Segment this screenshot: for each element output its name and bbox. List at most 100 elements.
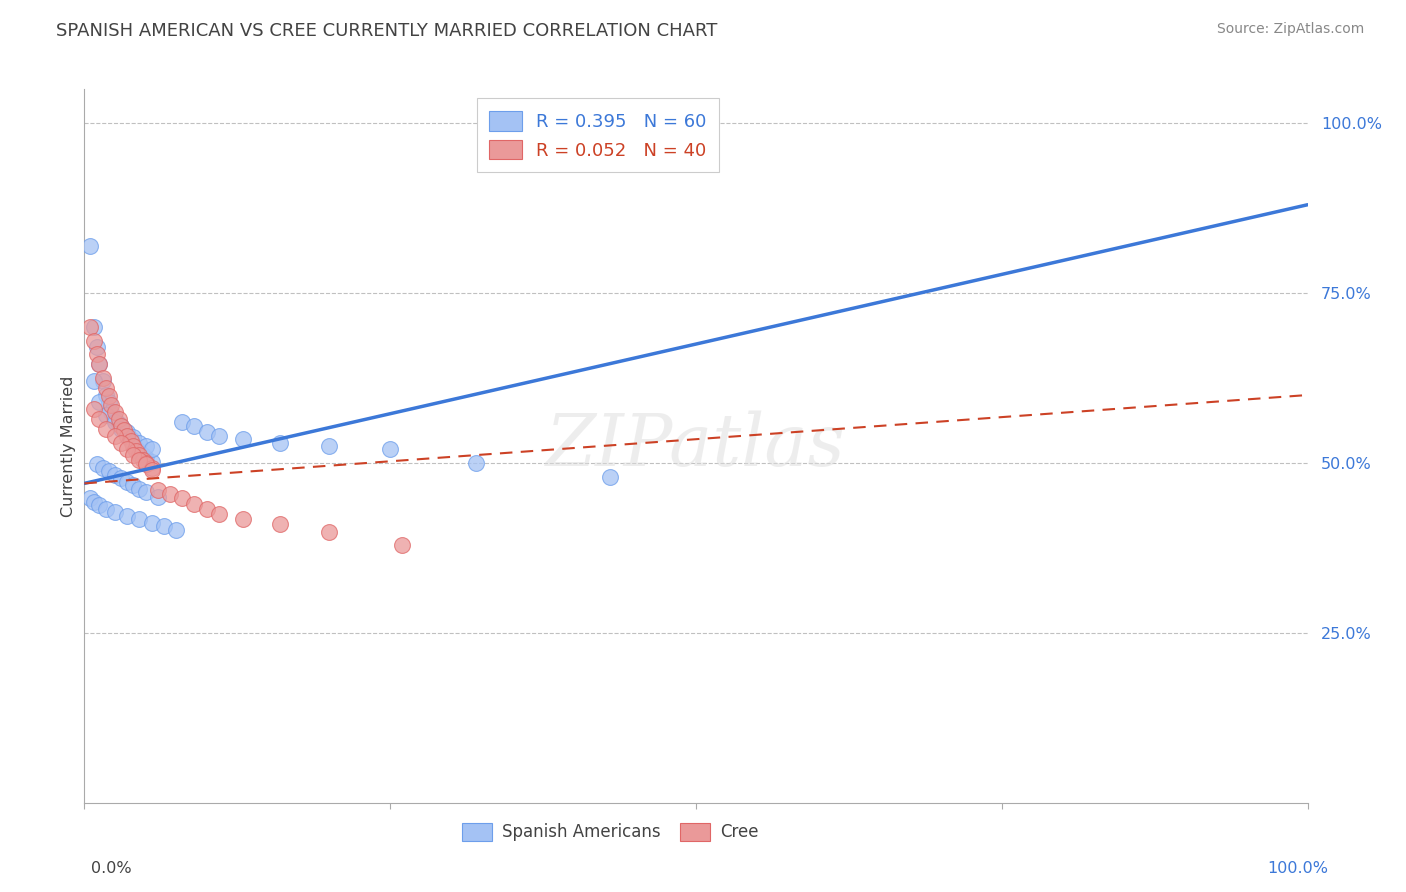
Point [172,491,194,506]
Point [122,477,145,491]
Point [86,347,108,361]
Text: ZIPatlas: ZIPatlas [546,410,846,482]
Point [104,429,127,443]
Point [112,423,135,437]
Text: 0.0%: 0.0% [91,861,132,876]
Point [107,417,129,431]
Point [125,443,148,458]
Point [125,441,148,455]
Point [141,455,163,469]
Point [232,512,254,526]
Y-axis label: Currently Married: Currently Married [60,376,76,516]
Text: Source: ZipAtlas.com: Source: ZipAtlas.com [1216,22,1364,37]
Point [172,415,194,429]
Point [87,358,110,372]
Point [141,442,163,457]
Point [79,238,101,252]
Point [115,475,138,489]
Point [135,439,157,453]
Legend: Spanish Americans, Cree: Spanish Americans, Cree [456,816,766,848]
Point [100,398,122,412]
Point [183,497,205,511]
Point [120,432,142,446]
Point [128,435,150,450]
Point [269,435,291,450]
Point [97,389,120,403]
Text: SPANISH AMERICAN VS CREE CURRENTLY MARRIED CORRELATION CHART: SPANISH AMERICAN VS CREE CURRENTLY MARRI… [56,22,717,40]
Point [104,412,127,426]
Point [318,525,340,540]
Point [128,443,150,458]
Text: 100.0%: 100.0% [1268,861,1329,876]
Point [97,464,120,478]
Point [104,405,127,419]
Point [115,442,138,457]
Point [599,469,621,483]
Point [122,437,145,451]
Point [115,429,138,443]
Point [96,409,118,423]
Point [110,418,132,433]
Point [165,523,187,537]
Point [128,512,150,526]
Point [159,486,181,500]
Point [132,448,155,462]
Point [122,430,145,444]
Point [380,442,402,457]
Point [79,320,101,334]
Point [87,498,110,512]
Point [86,341,108,355]
Point [132,452,155,467]
Point [104,505,127,519]
Point [120,434,142,449]
Point [110,422,132,436]
Point [83,401,105,416]
Point [135,458,157,472]
Point [100,405,122,419]
Point [83,375,105,389]
Point [87,412,110,426]
Point [104,468,127,483]
Point [79,491,101,506]
Point [128,448,150,462]
Point [141,461,163,475]
Point [87,394,110,409]
Point [87,358,110,372]
Point [146,490,169,504]
Point [135,450,157,465]
Point [135,456,157,470]
Point [96,422,118,436]
Point [91,461,114,475]
Point [141,516,163,530]
Point [112,423,135,437]
Point [96,381,118,395]
Point [83,320,105,334]
Point [135,484,157,499]
Point [128,482,150,496]
Point [128,452,150,467]
Point [195,425,218,440]
Point [83,495,105,509]
Point [115,429,138,443]
Point [195,502,218,516]
Point [122,439,145,453]
Point [110,418,132,433]
Point [91,375,114,389]
Point [115,508,138,523]
Point [318,439,340,453]
Point [153,518,176,533]
Point [110,435,132,450]
Point [97,394,120,409]
Point [83,334,105,348]
Point [122,448,145,462]
Point [96,502,118,516]
Point [96,388,118,402]
Point [183,418,205,433]
Point [86,458,108,472]
Point [115,425,138,440]
Point [110,471,132,485]
Point [91,371,114,385]
Point [208,429,231,443]
Point [464,456,486,470]
Point [391,537,413,551]
